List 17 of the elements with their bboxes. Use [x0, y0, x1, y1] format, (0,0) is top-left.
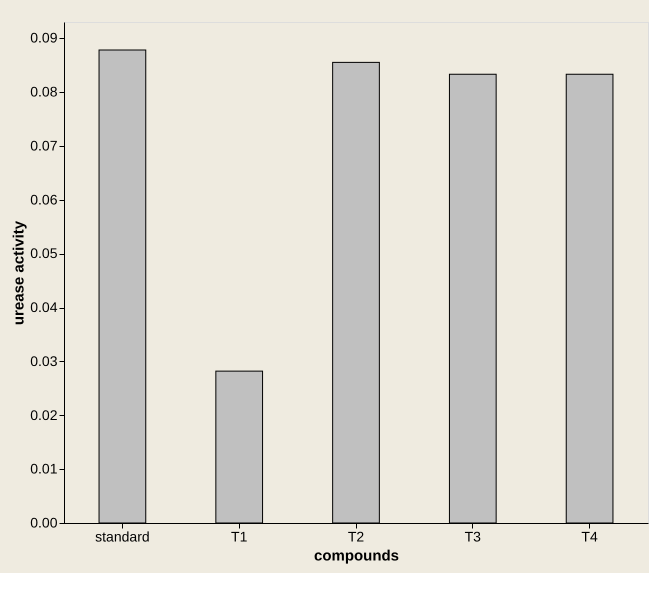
- x-tick-label: standard: [95, 528, 150, 544]
- y-tick-label: 0.08: [30, 84, 58, 100]
- x-tick-label: T2: [348, 528, 364, 544]
- x-tick-label: T3: [464, 528, 482, 544]
- y-axis-title: urease activity: [10, 220, 28, 326]
- y-tick-label: 0.04: [30, 299, 58, 316]
- x-tick-label: T4: [581, 528, 598, 544]
- y-tick-label: 0.02: [30, 406, 58, 423]
- y-tick-label: 0.01: [30, 460, 58, 477]
- y-tick-label: 0.09: [30, 30, 58, 46]
- x-axis-title: compounds: [314, 548, 399, 564]
- x-tick-label: T1: [231, 528, 248, 544]
- y-tick-label: 0.07: [30, 137, 58, 154]
- y-tick-label: 0.05: [30, 245, 58, 262]
- y-tick-label: 0.03: [30, 352, 58, 369]
- y-tick-label: 0.06: [30, 191, 58, 208]
- y-tick-label: 0.00: [30, 514, 58, 530]
